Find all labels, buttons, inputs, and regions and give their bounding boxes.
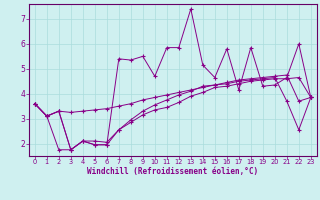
X-axis label: Windchill (Refroidissement éolien,°C): Windchill (Refroidissement éolien,°C) — [87, 167, 258, 176]
